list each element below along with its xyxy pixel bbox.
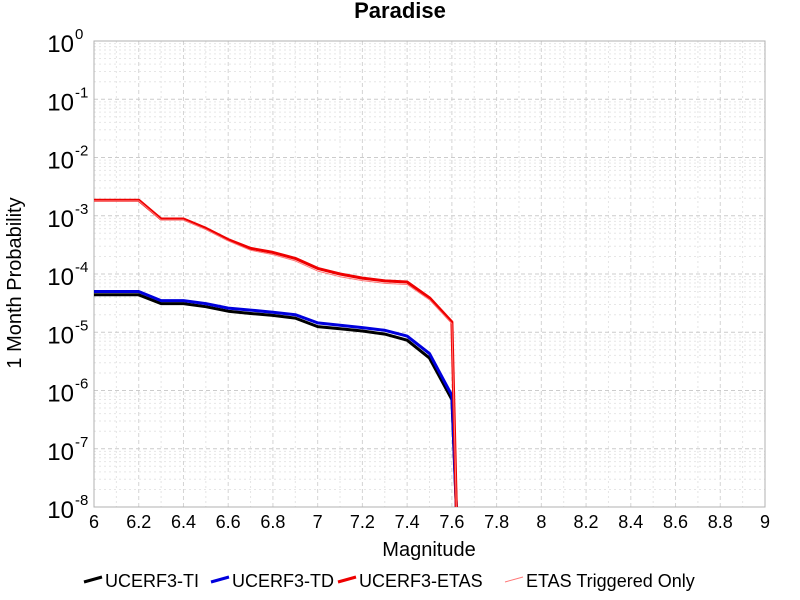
x-tick-label: 7.2 <box>350 512 375 532</box>
y-tick-exponent: -4 <box>75 259 88 276</box>
y-tick-exponent: -1 <box>75 84 88 101</box>
y-tick-label: 10 <box>47 89 74 116</box>
series-line-2 <box>94 290 458 508</box>
x-tick-label: 7.6 <box>439 512 464 532</box>
series-lines <box>94 198 458 508</box>
legend: UCERF3-TI UCERF3-TD UCERF3-ETAS ETAS Trigge… <box>83 571 695 591</box>
y-tick-exponent: -2 <box>75 143 88 160</box>
y-tick-label: 10 <box>47 148 74 175</box>
legend-swatch <box>210 575 230 584</box>
x-tick-label: 8 <box>536 512 546 532</box>
y-tick-exponent: 0 <box>75 26 83 43</box>
x-tick-label: 6 <box>89 512 99 532</box>
x-tick-label: 8.2 <box>574 512 599 532</box>
plot-area <box>93 40 766 508</box>
series-line-4 <box>94 200 457 508</box>
x-tick-label: 8.4 <box>618 512 643 532</box>
x-tick-label: 6.4 <box>171 512 196 532</box>
y-tick-exponent: -7 <box>75 434 88 451</box>
series-line-1 <box>94 293 458 508</box>
legend-label: ETAS Triggered Only <box>526 571 695 591</box>
x-tick-label: 8.6 <box>663 512 688 532</box>
y-tick-label: 10 <box>47 381 74 408</box>
chart-title: Paradise <box>354 0 446 23</box>
x-tick-label: 6.2 <box>126 512 151 532</box>
x-axis-label: Magnitude <box>382 539 475 561</box>
x-tick-label: 6.6 <box>216 512 241 532</box>
legend-label: UCERF3-TI <box>105 571 199 591</box>
y-tick-label: 10 <box>47 439 74 466</box>
y-tick-label: 10 <box>47 264 74 291</box>
y-tick-exponent: -5 <box>75 317 88 334</box>
legend-label: UCERF3-ETAS <box>359 571 483 591</box>
x-tick-label: 7 <box>313 512 323 532</box>
legend-swatch <box>83 575 103 584</box>
x-tick-label: 8.8 <box>708 512 733 532</box>
y-tick-exponent: -8 <box>75 492 88 509</box>
x-tick-labels: 6 6.2 6.4 6.6 6.8 7 7.2 7.4 7.6 7.8 8 8.2 8.4 8.6 8.8 9 <box>89 512 770 532</box>
y-axis-label: 1 Month Probability <box>4 197 26 368</box>
y-tick-exponent: -6 <box>75 376 88 393</box>
y-tick-label: 10 <box>47 322 74 349</box>
legend-label: UCERF3-TD <box>232 571 334 591</box>
y-tick-label: 10 <box>47 31 74 58</box>
series-line-3 <box>94 198 458 508</box>
legend-swatch <box>337 575 357 584</box>
y-tick-label: 10 <box>47 497 74 524</box>
x-tick-label: 7.8 <box>484 512 509 532</box>
y-tick-label: 10 <box>47 206 74 233</box>
legend-swatch <box>504 576 524 583</box>
grid <box>93 40 766 508</box>
x-tick-label: 7.4 <box>395 512 420 532</box>
y-tick-exponent: -3 <box>75 201 88 218</box>
x-tick-label: 6.8 <box>260 512 285 532</box>
x-tick-label: 9 <box>760 512 770 532</box>
